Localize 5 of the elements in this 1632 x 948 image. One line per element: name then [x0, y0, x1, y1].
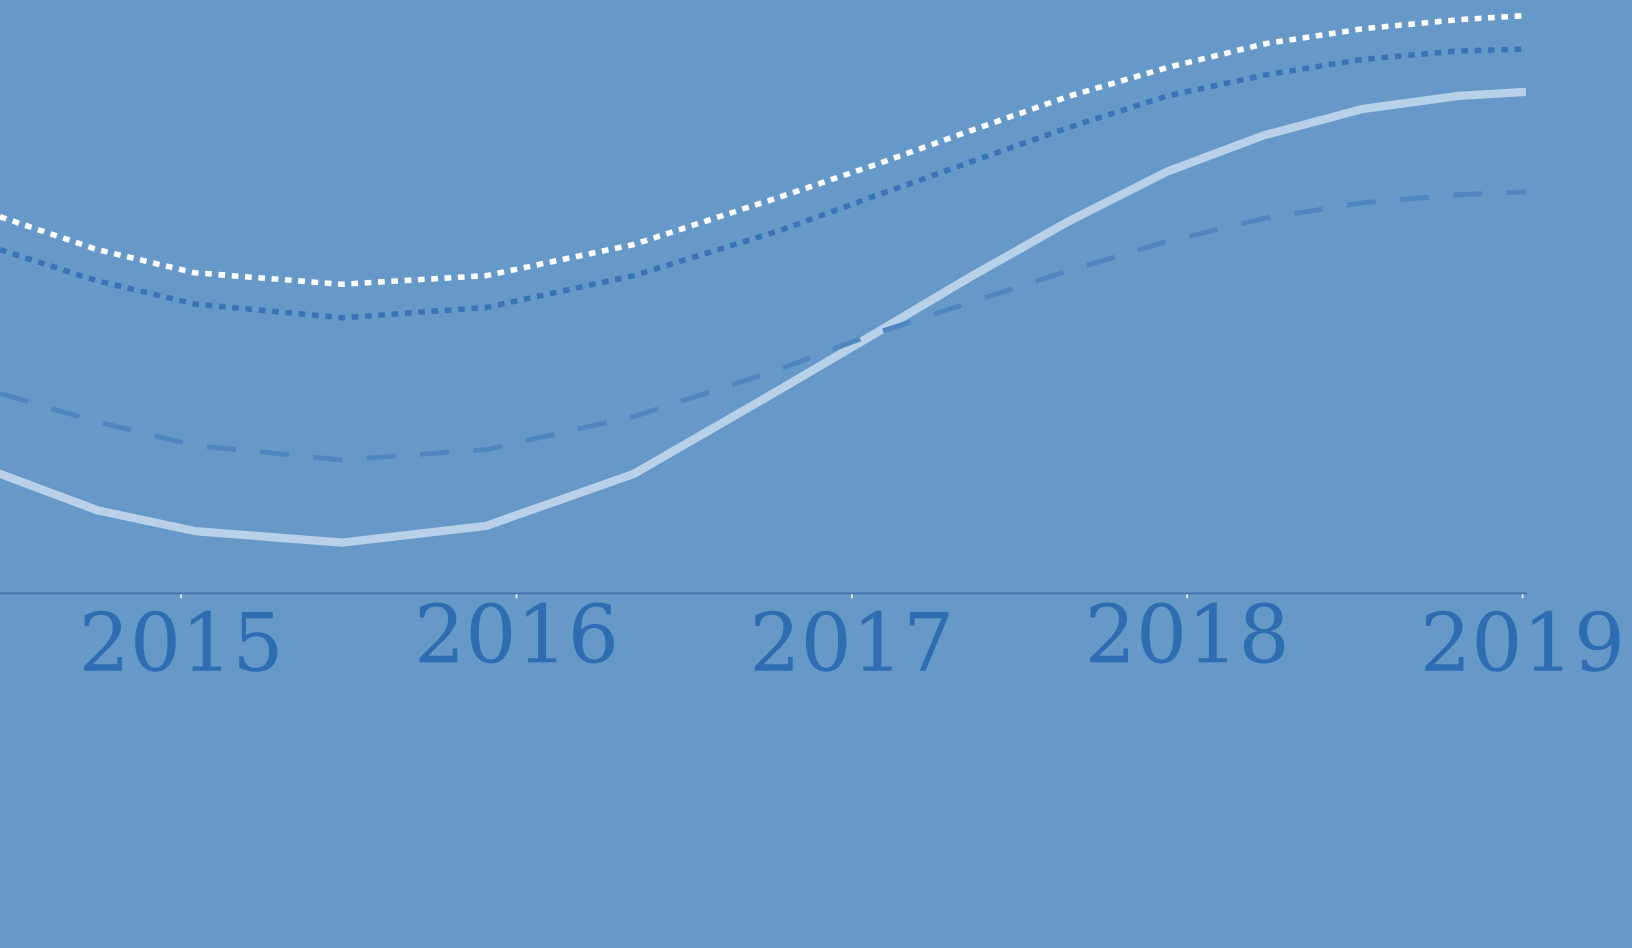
x-tick-label: 2018: [1090, 602, 1285, 664]
x-tick-label: 2016: [419, 602, 614, 664]
x-tick-label: 2015: [84, 610, 278, 672]
x-tick-label: 2019: [1425, 610, 1620, 672]
x-tick-label: 2017: [754, 610, 949, 672]
